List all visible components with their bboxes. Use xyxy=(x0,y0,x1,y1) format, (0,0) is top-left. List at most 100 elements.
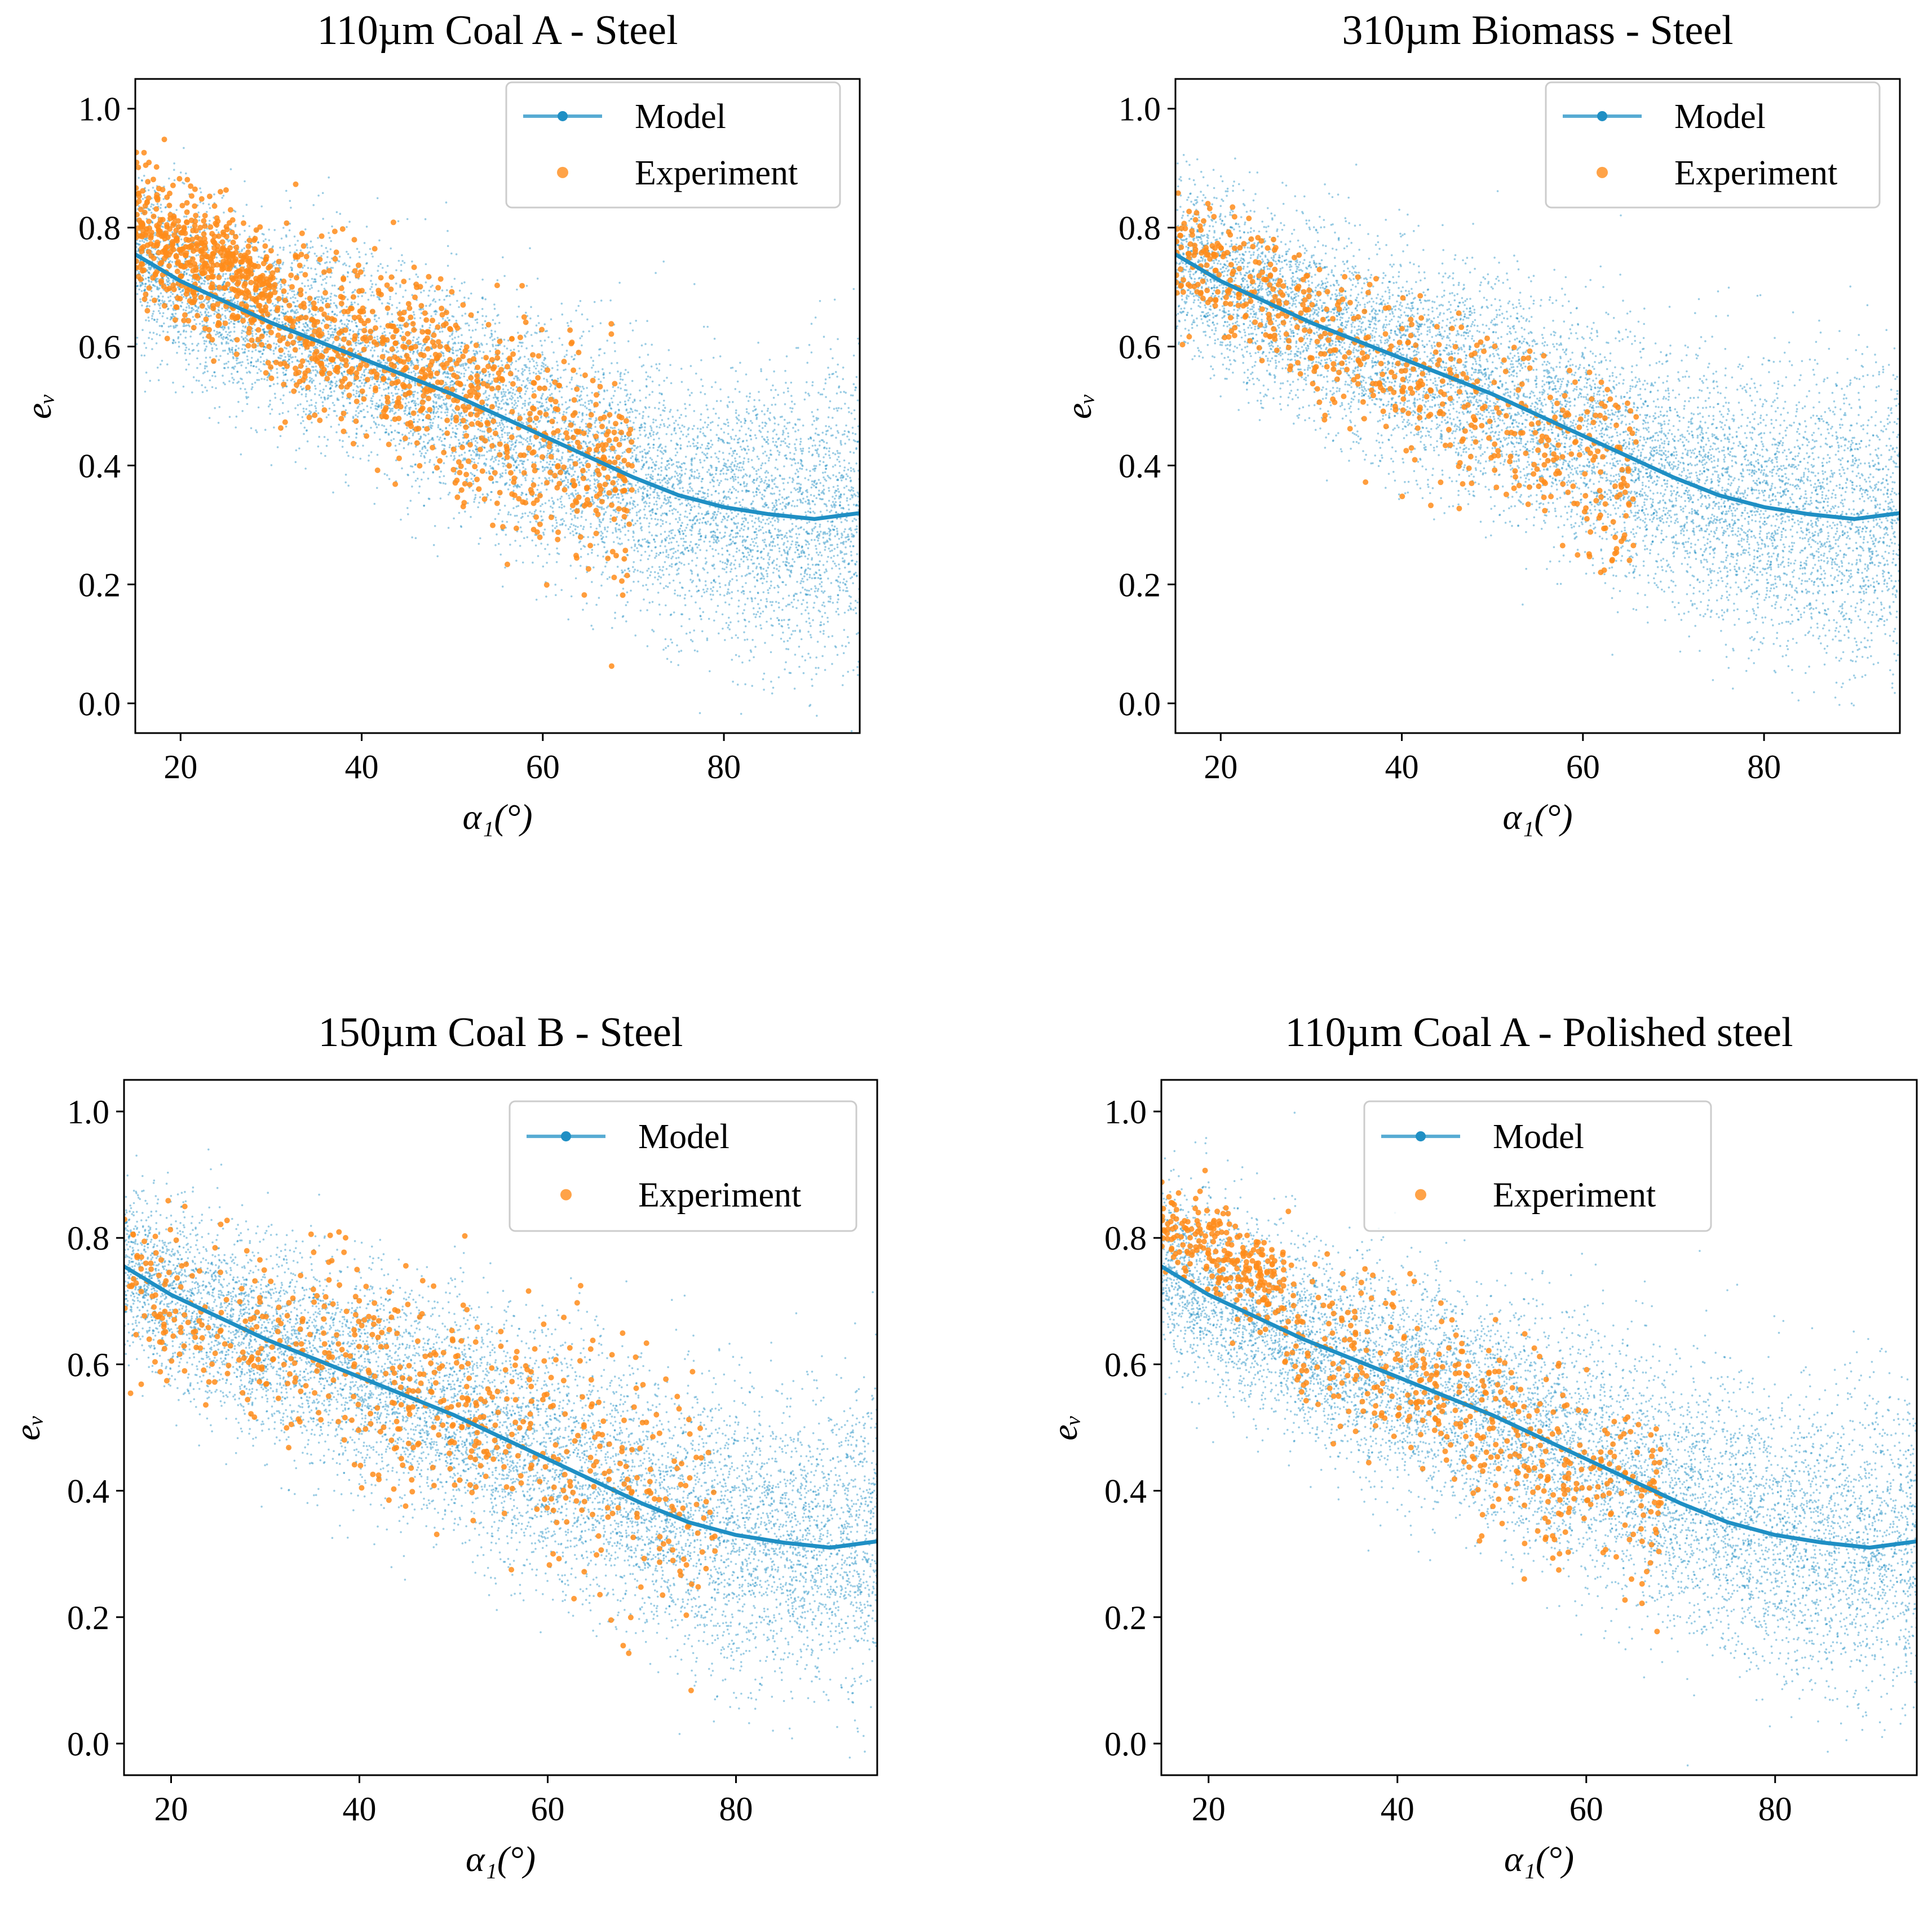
model-scatter-point xyxy=(196,367,198,369)
model-scatter-point xyxy=(689,486,691,488)
model-scatter-point xyxy=(510,387,512,389)
model-scatter-point xyxy=(709,429,712,431)
model-scatter-point xyxy=(760,556,763,559)
model-scatter-point xyxy=(470,438,472,441)
model-scatter-point xyxy=(670,638,672,641)
model-scatter-point xyxy=(785,584,787,586)
model-scatter-point xyxy=(848,595,851,597)
model-scatter-point xyxy=(565,385,568,388)
model-scatter-point xyxy=(834,491,836,494)
model-scatter-point xyxy=(679,438,682,440)
model-scatter-point xyxy=(209,219,211,222)
model-scatter-point xyxy=(805,469,808,471)
model-scatter-point xyxy=(409,465,412,467)
model-scatter-point xyxy=(665,555,667,558)
model-scatter-point xyxy=(339,213,342,215)
model-scatter-point xyxy=(322,218,324,220)
model-scatter-point xyxy=(209,207,211,209)
model-scatter-point xyxy=(211,374,214,377)
model-scatter-point xyxy=(792,558,794,561)
model-scatter-point xyxy=(731,578,733,580)
model-scatter-point xyxy=(540,444,542,446)
model-scatter-point xyxy=(185,368,188,371)
model-scatter-point xyxy=(680,650,683,652)
model-scatter-point xyxy=(229,334,231,337)
model-scatter-point xyxy=(851,426,854,429)
model-scatter-point xyxy=(787,435,790,438)
model-scatter-point xyxy=(767,552,770,555)
model-scatter-point xyxy=(508,381,511,383)
model-scatter-point xyxy=(204,312,206,314)
model-scatter-point xyxy=(828,376,831,379)
model-scatter-point xyxy=(767,471,770,474)
model-scatter-point xyxy=(722,500,724,502)
model-scatter-point xyxy=(784,438,786,440)
model-scatter-point xyxy=(334,386,337,388)
model-scatter-point xyxy=(696,546,698,549)
model-scatter-point xyxy=(809,474,811,477)
model-scatter-point xyxy=(733,487,735,490)
model-scatter-point xyxy=(571,455,573,457)
model-scatter-point xyxy=(524,404,526,407)
model-scatter-point xyxy=(376,453,379,456)
model-scatter-point xyxy=(455,390,457,392)
model-scatter-point xyxy=(393,413,396,415)
model-scatter-point xyxy=(453,517,455,520)
model-scatter-point xyxy=(682,544,684,547)
model-scatter-point xyxy=(235,426,237,429)
model-scatter-point xyxy=(320,299,322,302)
model-scatter-point xyxy=(708,469,710,471)
model-scatter-point xyxy=(450,455,452,457)
model-scatter-point xyxy=(610,397,613,400)
model-scatter-point xyxy=(227,333,229,336)
model-scatter-point xyxy=(724,478,727,480)
model-scatter-point xyxy=(143,354,146,357)
model-scatter-point xyxy=(822,536,825,539)
model-scatter-point xyxy=(811,530,814,532)
model-scatter-point xyxy=(395,449,397,452)
model-scatter-point xyxy=(675,472,678,474)
model-scatter-point xyxy=(746,558,749,561)
model-scatter-point xyxy=(487,380,490,382)
model-scatter-point xyxy=(456,354,458,357)
model-scatter-point xyxy=(731,475,734,478)
model-scatter-point xyxy=(527,358,530,360)
model-scatter-point xyxy=(532,477,534,480)
model-scatter-point xyxy=(439,436,441,439)
model-scatter-point xyxy=(792,630,794,632)
model-scatter-point xyxy=(257,342,259,345)
model-scatter-point xyxy=(511,396,514,399)
model-scatter-point xyxy=(188,255,191,258)
model-scatter-point xyxy=(347,323,349,325)
model-scatter-point xyxy=(820,554,823,557)
model-scatter-point xyxy=(269,385,272,387)
model-scatter-point xyxy=(517,369,520,372)
model-scatter-point xyxy=(308,327,311,329)
model-scatter-point xyxy=(560,478,562,480)
model-scatter-point xyxy=(744,514,746,516)
model-scatter-point xyxy=(466,420,468,422)
model-scatter-point xyxy=(587,469,590,471)
model-scatter-point xyxy=(702,588,705,591)
model-scatter-point xyxy=(565,411,568,414)
model-scatter-point xyxy=(793,505,796,508)
model-scatter-point xyxy=(524,402,526,405)
model-scatter-point xyxy=(591,500,594,502)
model-scatter-point xyxy=(362,378,365,381)
model-scatter-point xyxy=(322,279,324,281)
model-scatter-point xyxy=(225,330,227,333)
model-scatter-point xyxy=(695,552,697,554)
model-scatter-point xyxy=(749,396,751,398)
model-scatter-point xyxy=(235,345,237,347)
model-scatter-point xyxy=(633,539,635,541)
model-scatter-point xyxy=(784,455,786,457)
model-scatter-point xyxy=(696,427,699,430)
model-scatter-point xyxy=(310,267,312,270)
model-scatter-point xyxy=(810,625,812,627)
model-scatter-point xyxy=(578,426,581,429)
model-scatter-point xyxy=(796,499,799,501)
model-scatter-point xyxy=(738,655,740,658)
model-scatter-point xyxy=(266,333,268,336)
model-scatter-point xyxy=(797,527,799,530)
model-scatter-point xyxy=(636,547,638,549)
